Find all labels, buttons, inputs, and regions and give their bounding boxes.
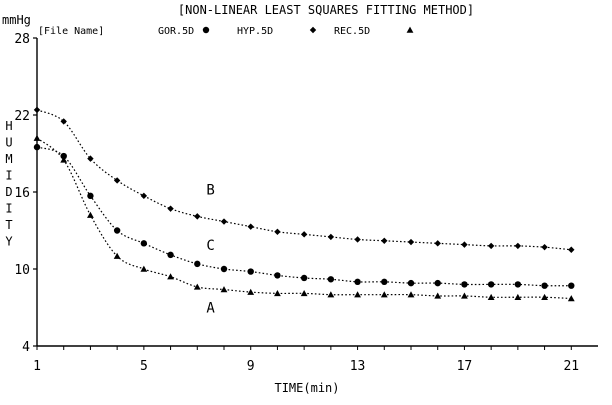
data-point-triangle [487,293,495,300]
data-point-triangle [33,134,41,141]
data-point-circle [407,279,415,287]
data-point-diamond [60,118,67,125]
data-point-diamond [541,243,548,251]
data-point-triangle [461,292,468,299]
axes [36,38,598,347]
data-point-diamond [220,218,228,225]
data-point-circle [60,152,67,160]
fit-curves [36,109,572,300]
data-point-circle [514,281,522,288]
data-point-diamond [140,192,148,200]
data-point-triangle [220,286,228,293]
data-point-circle [87,192,94,200]
data-point-triangle [113,252,121,259]
data-point-circle [167,251,174,259]
chart-title: [NON-LINEAR LEAST SQUARES FITTING METHOD… [178,3,474,17]
y-tick-label: 10 [14,263,30,278]
data-point-circle [354,278,361,286]
data-point-diamond [247,223,254,230]
legend-marker-triangle [406,26,414,33]
data-point-circle [327,276,335,283]
data-point-diamond [461,241,468,248]
data-point-diamond [113,177,121,184]
fit-curve-c [36,146,572,287]
data-point-circle [194,260,201,268]
data-point-triangle [87,211,94,218]
data-point-triangle [300,289,308,297]
data-point-circle [140,240,148,247]
data-point-triangle [167,273,174,280]
data-point-diamond [354,236,361,243]
data-point-triangle [274,289,281,297]
legend: GOR.5D HYP.5D REC.5D [158,26,414,37]
unit-label: mmHg [2,13,31,27]
data-point-triangle [434,292,442,299]
x-tick-label: 17 [457,359,473,374]
legend-marker-circle [202,26,210,34]
data-point-circle [300,274,308,282]
x-axis-label: TIME(min) [274,381,339,395]
data-point-triangle [567,295,575,302]
data-point-diamond [487,242,495,250]
data-point-diamond [381,237,388,244]
curve-labels: B C A [206,183,215,317]
curve-label-b: B [206,183,214,199]
data-point-diamond [434,240,441,247]
data-point-circle [381,278,388,286]
data-point-diamond [87,155,94,162]
data-points [33,106,575,302]
data-point-diamond [274,228,281,235]
data-point-diamond [194,213,201,220]
data-point-triangle [354,291,361,298]
data-point-diamond [300,231,308,238]
y-tick-label: 22 [14,109,30,124]
fit-curve-a [36,137,572,300]
data-point-circle [434,279,441,287]
data-point-circle [33,143,41,151]
data-point-triangle [541,293,548,300]
legend-label-rec-5d: REC.5D [334,26,370,37]
fit-curve-b [36,109,572,251]
data-point-circle [247,268,254,275]
data-point-circle [113,227,121,234]
data-point-circle [487,281,495,288]
data-point-diamond [167,205,174,212]
data-point-circle [220,265,228,273]
x-tick-label: 13 [350,359,366,374]
y-tick-label: 28 [14,32,30,47]
data-point-triangle [60,156,68,163]
data-point-triangle [327,291,335,298]
data-point-diamond [33,106,41,114]
data-point-triangle [193,283,201,290]
x-tick-label: 5 [140,359,148,374]
data-point-diamond [568,246,575,253]
x-tick-label: 9 [247,359,255,374]
data-point-circle [568,282,575,289]
legend-marker-diamond [309,26,317,34]
legend-label-hyp-5d: HYP.5D [237,26,273,37]
curve-label-a: A [206,301,215,317]
data-point-diamond [327,233,335,241]
curve-label-c: C [206,238,214,254]
legend-label-gor-5d: GOR.5D [158,26,194,37]
legend-prefix: [File Name] [38,26,104,37]
data-point-triangle [140,265,148,272]
data-point-triangle [407,291,415,298]
tick-labels: 4 10 16 22 28 1 5 9 13 17 21 [14,32,579,374]
y-tick-label: 4 [22,340,30,355]
data-point-triangle [247,288,255,295]
data-point-triangle [514,293,522,300]
data-point-circle [461,281,468,288]
x-tick-label: 21 [563,359,579,374]
data-point-diamond [407,238,415,246]
data-point-diamond [514,242,522,250]
y-tick-label: 16 [14,186,30,201]
x-tick-label: 1 [33,359,41,374]
data-point-triangle [380,291,388,298]
data-point-circle [541,282,548,289]
data-point-circle [274,272,281,279]
